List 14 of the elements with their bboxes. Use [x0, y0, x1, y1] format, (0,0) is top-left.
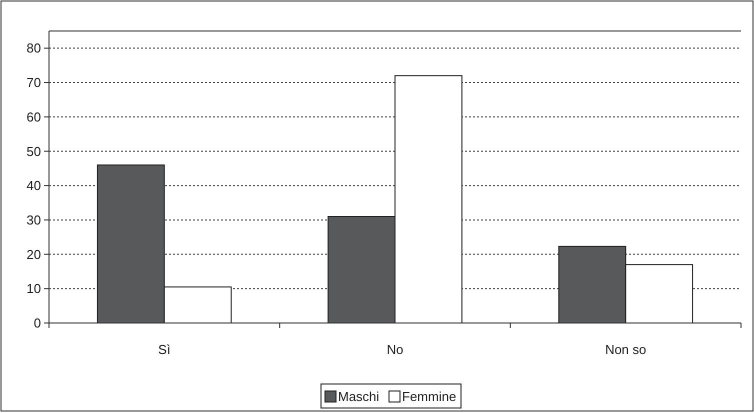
- legend-label: Femmine: [402, 389, 456, 404]
- y-tick-label: 70: [26, 75, 41, 90]
- y-tick-label: 40: [26, 178, 41, 194]
- y-tick-label: 30: [26, 212, 41, 228]
- y-tick-label: 80: [26, 40, 41, 56]
- y-tick-label: 50: [26, 144, 41, 159]
- y-tick-label: 10: [26, 281, 41, 296]
- y-tick-label: 20: [26, 246, 41, 262]
- x-tick-label: Non so: [605, 342, 646, 357]
- legend-label: Maschi: [338, 389, 380, 404]
- x-tick-label: No: [386, 342, 404, 357]
- x-tick-label: Sì: [158, 342, 170, 357]
- y-tick-label: 0: [34, 316, 41, 331]
- y-tick-label: 60: [26, 109, 41, 124]
